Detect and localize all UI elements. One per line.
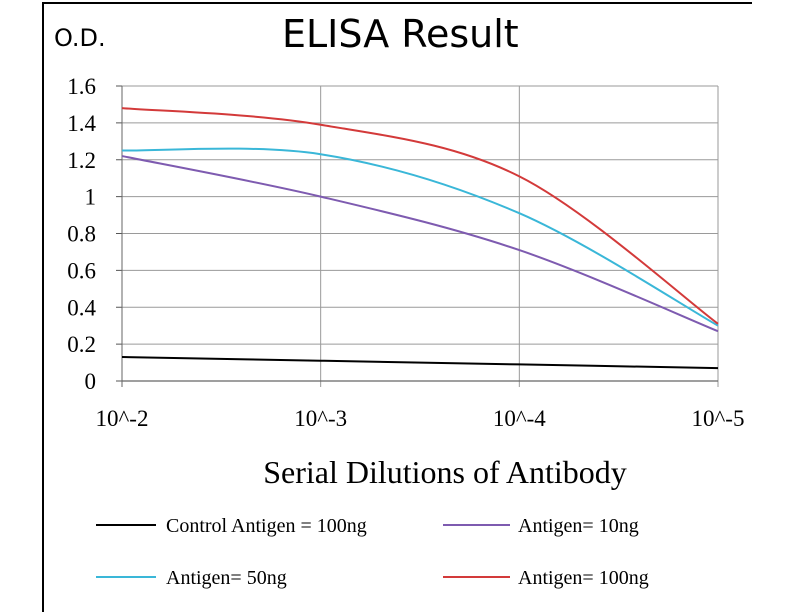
x-tick-label: 10^-5 [692, 406, 745, 431]
chart-frame [42, 2, 752, 612]
series-lines [121, 107, 719, 370]
x-tick-label: 10^-3 [294, 406, 347, 431]
legend-label: Control Antigen = 100ng [166, 515, 367, 537]
series-line [121, 356, 719, 370]
y-axis-label: O.D. [54, 24, 106, 52]
legend-label: Antigen= 50ng [166, 567, 287, 589]
series-line [121, 155, 719, 333]
y-tick-labels: 0 0.2 0.4 0.6 0.8 1 1.2 1.4 1.6 [67, 74, 96, 394]
grid [116, 85, 719, 387]
x-tick-labels: 10^-2 10^-3 10^-4 10^-5 [96, 406, 745, 431]
x-axis-label: Serial Dilutions of Antibody [263, 454, 627, 490]
y-tick-label: 1.4 [67, 111, 96, 136]
y-tick-label: 0.4 [67, 295, 96, 320]
legend: Control Antigen = 100ng Antigen= 10ng Anti… [96, 515, 649, 589]
series-line [121, 107, 719, 325]
y-tick-label: 0.2 [67, 332, 96, 357]
x-tick-label: 10^-4 [493, 406, 546, 431]
chart-title: ELISA Result [282, 12, 519, 56]
x-tick-label: 10^-2 [96, 406, 149, 431]
y-tick-label: 1.6 [67, 74, 96, 99]
series-line [121, 147, 719, 327]
y-tick-label: 1 [85, 185, 97, 210]
y-tick-label: 0 [85, 369, 97, 394]
y-tick-label: 0.8 [67, 222, 96, 247]
legend-label: Antigen= 100ng [518, 567, 649, 589]
y-tick-label: 0.6 [67, 258, 96, 283]
legend-label: Antigen= 10ng [518, 515, 639, 537]
y-tick-label: 1.2 [67, 148, 96, 173]
